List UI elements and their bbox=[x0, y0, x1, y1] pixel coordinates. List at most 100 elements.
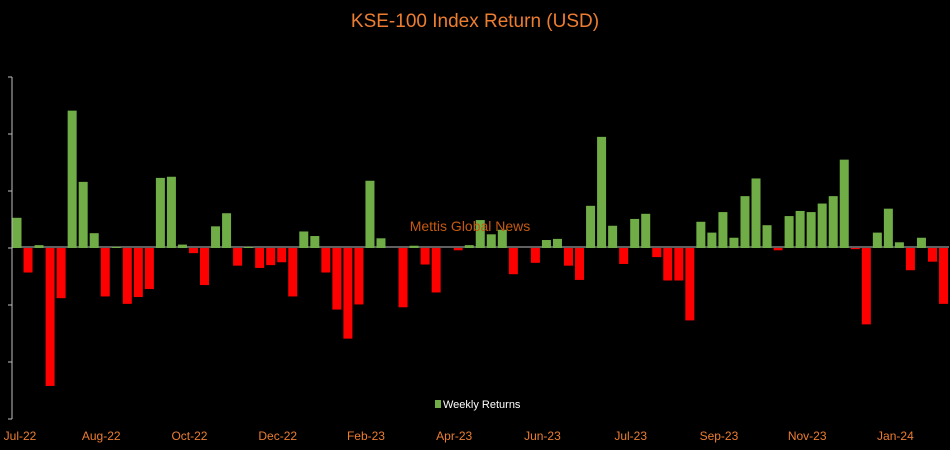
bar bbox=[122, 248, 132, 304]
bar bbox=[784, 216, 794, 248]
bar bbox=[200, 248, 210, 286]
bar bbox=[56, 248, 66, 299]
x-tick-label: Jul-23 bbox=[614, 429, 647, 443]
bar bbox=[630, 218, 640, 248]
bar bbox=[905, 248, 915, 271]
bar bbox=[12, 217, 22, 248]
x-tick-label: Aug-22 bbox=[82, 429, 121, 443]
bar bbox=[222, 213, 232, 248]
bar bbox=[365, 180, 375, 248]
bar bbox=[464, 245, 474, 248]
bar bbox=[619, 248, 629, 264]
bar bbox=[663, 248, 673, 281]
bar bbox=[894, 242, 904, 248]
bar bbox=[861, 248, 871, 325]
bar bbox=[652, 248, 662, 258]
bar bbox=[729, 237, 739, 248]
bar bbox=[211, 226, 221, 248]
bar bbox=[762, 225, 772, 248]
bar bbox=[144, 248, 154, 290]
bar bbox=[641, 213, 651, 248]
bar bbox=[34, 245, 44, 248]
x-tick-label: Dec-22 bbox=[258, 429, 297, 443]
bar bbox=[575, 248, 585, 280]
legend-swatch bbox=[435, 400, 441, 408]
bar bbox=[718, 212, 728, 248]
bar bbox=[23, 248, 33, 273]
watermark: Mettis Global News bbox=[410, 218, 531, 234]
bar bbox=[166, 176, 176, 248]
bar bbox=[795, 210, 805, 248]
bar bbox=[927, 248, 937, 262]
chart-title: KSE-100 Index Return (USD) bbox=[351, 11, 599, 32]
bar bbox=[78, 181, 88, 248]
bar bbox=[475, 220, 485, 248]
bar bbox=[740, 196, 750, 248]
bar bbox=[486, 234, 496, 248]
bar bbox=[376, 238, 386, 248]
x-axis-tick-labels: Jul-22 Aug-22 Oct-22 Dec-22 Feb-23 Apr-23 Jun-… bbox=[4, 429, 914, 443]
x-tick-label: Jan-24 bbox=[877, 429, 914, 443]
x-tick-label: Apr-23 bbox=[436, 429, 472, 443]
bar bbox=[266, 248, 276, 266]
bar bbox=[916, 237, 926, 248]
bar bbox=[188, 248, 198, 254]
bar bbox=[409, 245, 419, 248]
bar bbox=[100, 248, 110, 297]
bar bbox=[177, 244, 187, 248]
bar bbox=[883, 208, 893, 248]
bar bbox=[608, 225, 618, 248]
y-axis-ticks bbox=[8, 76, 12, 420]
bar bbox=[233, 248, 243, 266]
bar bbox=[817, 203, 827, 248]
bars bbox=[12, 110, 949, 386]
bar bbox=[773, 248, 783, 251]
bar bbox=[839, 159, 849, 248]
bar bbox=[685, 248, 695, 321]
bar bbox=[111, 246, 121, 248]
bar bbox=[354, 248, 364, 305]
bar bbox=[155, 177, 165, 248]
bar bbox=[321, 248, 331, 273]
bar bbox=[45, 248, 55, 386]
bar bbox=[497, 229, 507, 248]
bar bbox=[751, 178, 761, 248]
bar bbox=[133, 248, 143, 298]
bar bbox=[552, 238, 562, 248]
bar bbox=[244, 246, 254, 248]
bar bbox=[277, 248, 287, 263]
bar bbox=[420, 248, 430, 265]
bar bbox=[431, 248, 441, 293]
bar bbox=[332, 248, 342, 310]
bar bbox=[530, 248, 540, 263]
bar bbox=[343, 248, 353, 339]
bar bbox=[299, 231, 309, 248]
bar bbox=[597, 136, 607, 248]
bar bbox=[453, 248, 463, 251]
x-tick-label: Nov-23 bbox=[788, 429, 827, 443]
bar bbox=[541, 240, 551, 248]
bar bbox=[828, 196, 838, 248]
bar bbox=[255, 248, 265, 268]
bar bbox=[707, 232, 717, 248]
bar bbox=[696, 221, 706, 248]
bar bbox=[939, 248, 949, 304]
x-tick-label: Sep-23 bbox=[700, 429, 739, 443]
legend: Weekly Returns bbox=[435, 399, 521, 411]
bar bbox=[586, 205, 596, 248]
legend-label: Weekly Returns bbox=[443, 399, 521, 411]
bar bbox=[806, 212, 816, 248]
bar bbox=[674, 248, 684, 281]
x-tick-label: Oct-22 bbox=[171, 429, 207, 443]
bar bbox=[310, 236, 320, 248]
x-tick-label: Jul-22 bbox=[4, 429, 37, 443]
bar bbox=[398, 248, 408, 308]
bar bbox=[67, 110, 77, 248]
bar bbox=[288, 248, 298, 297]
bar bbox=[508, 248, 518, 275]
x-tick-label: Jun-23 bbox=[524, 429, 561, 443]
bar bbox=[564, 248, 573, 266]
x-tick-label: Feb-23 bbox=[347, 429, 385, 443]
bar bbox=[89, 233, 99, 248]
